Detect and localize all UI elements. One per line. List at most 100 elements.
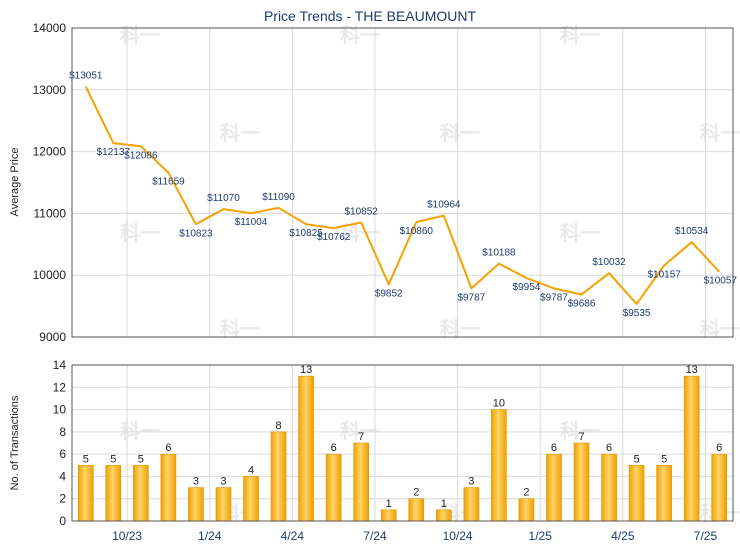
transaction-bar-15 [491,409,507,522]
transaction-bar-13 [436,509,452,522]
price-data-labels: $13051 $12137$12086 $11659 $10823 $11070 $110… [69,71,737,319]
transaction-bar-19 [601,453,617,522]
transaction-bar-label-0: 5 [83,453,89,465]
price-y-tick-0: 9000 [39,330,66,344]
watermark-12: 科一 [120,419,160,443]
transactions-chart-x-ticks: 10/23 1/24 4/24 7/24 10/24 1/25 4/25 7/25 [112,529,717,543]
price-data-label-16: $9954 [513,282,541,293]
price-y-tick-2: 11000 [34,206,67,220]
transaction-bar-8 [298,375,314,522]
transaction-bar-12 [408,498,425,522]
transaction-bar-label-22: 13 [686,364,698,376]
price-data-label-8: $10825 [289,228,323,239]
transaction-bar-label-3: 6 [165,442,171,454]
x-tick-label-4: 10/24 [443,529,473,543]
transaction-bar-17 [546,453,562,522]
price-data-label-9: $10762 [317,232,351,243]
watermark-4: 科一 [440,121,480,145]
transaction-bar-21 [656,464,672,522]
watermark-2: 科一 [560,23,600,47]
price-data-label-19: $10032 [592,257,626,268]
transaction-bar-label-11: 1 [386,498,392,510]
x-tick-label-6: 4/25 [611,529,635,543]
price-data-label-22: $10534 [675,226,709,237]
x-tick-label-2: 4/24 [281,529,305,543]
transactions-chart-y-ticks: 0 2 4 6 8 10 12 14 [53,358,67,528]
transaction-bar-label-4: 3 [193,476,199,488]
transaction-bar-label-17: 6 [551,442,557,454]
transaction-bar-label-8: 13 [300,364,312,376]
price-data-label-3: $11659 [152,177,185,188]
price-data-label-6: $11004 [235,217,268,228]
price-data-label-23: $10057 [704,276,738,287]
watermark-5: 科一 [700,121,740,145]
price-y-tick-1: 10000 [33,268,67,282]
watermark-8: 科一 [560,221,600,245]
transactions-y-tick-2: 4 [59,469,66,483]
transaction-bar-22 [683,375,700,522]
transactions-y-tick-6: 12 [53,380,67,394]
transactions-y-tick-5: 10 [53,403,67,417]
transaction-bar-label-16: 2 [523,487,529,499]
transaction-bar-label-18: 7 [578,431,584,443]
price-data-label-1: $12137 [97,147,131,158]
price-data-label-21: $10157 [647,269,681,280]
price-data-label-11: $9852 [375,288,403,299]
price-data-label-12: $10860 [400,226,434,237]
price-data-label-13: $10964 [427,200,461,211]
price-data-label-2: $12086 [124,150,158,161]
price-data-label-0: $13051 [69,71,103,82]
transaction-bar-10 [353,442,369,522]
price-data-label-14: $9787 [457,292,485,303]
x-tick-label-5: 1/25 [529,529,553,543]
transaction-bar-2 [133,464,149,522]
transaction-bar-3 [160,453,177,522]
watermark-14: 科一 [560,419,600,443]
transaction-bar-1 [105,464,122,522]
price-data-label-5: $11070 [207,193,240,204]
price-data-label-15: $10188 [482,248,516,259]
transaction-bar-label-21: 5 [661,453,667,465]
transaction-bar-6 [243,476,259,522]
x-tick-label-1: 1/24 [198,529,222,543]
transaction-bar-label-1: 5 [110,453,116,465]
price-y-tick-3: 12000 [33,145,67,159]
transaction-bar-7 [270,431,287,522]
price-chart-y-ticks: 9000 10000 11000 12000 13000 14000 [33,21,67,344]
price-y-tick-5: 14000 [33,21,67,35]
transaction-bar-5 [215,487,232,522]
watermark-3: 科一 [220,121,260,145]
transactions-chart-y-axis-title: No. of Transactions [9,395,21,490]
watermark-1: 科一 [340,23,380,47]
price-chart-y-axis-title: Average Price [9,148,21,217]
transactions-y-tick-0: 0 [59,514,66,528]
price-data-label-20: $9535 [623,308,651,319]
transaction-bar-label-7: 8 [276,420,282,432]
transaction-bar-16 [518,498,535,522]
transaction-bar-label-15: 10 [493,398,505,410]
transaction-bar-label-13: 1 [441,498,447,510]
transactions-chart-grid [72,365,733,521]
transaction-bar-23 [711,453,728,522]
transaction-bar-label-2: 5 [138,453,144,465]
price-data-label-7: $11090 [262,192,295,203]
transaction-bar-20 [628,464,645,522]
watermark-0: 科一 [120,23,160,47]
price-chart-plot-area [71,27,734,338]
transaction-bar-label-23: 6 [716,442,722,454]
price-series-line [84,86,720,305]
price-data-label-17: $9787 [540,292,568,303]
transaction-bar-label-10: 7 [358,431,364,443]
x-tick-label-7: 7/25 [694,529,718,543]
transaction-bar-label-5: 3 [220,476,226,488]
watermark-6: 科一 [120,221,160,245]
transaction-bar-label-14: 3 [468,476,474,488]
transaction-bar-4 [188,487,204,522]
transaction-bar-label-19: 6 [606,442,612,454]
transaction-bar-18 [573,442,590,522]
transaction-bar-label-20: 5 [634,453,640,465]
transaction-bar-label-9: 6 [331,442,337,454]
transaction-bar-11 [380,509,397,522]
